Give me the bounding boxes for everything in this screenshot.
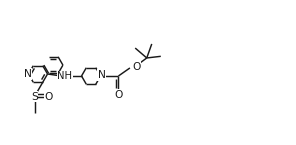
Text: O: O — [44, 91, 53, 102]
Text: N: N — [24, 69, 31, 79]
Text: O: O — [132, 62, 140, 72]
Text: O: O — [114, 90, 123, 100]
Text: NH: NH — [57, 71, 72, 81]
Text: S: S — [31, 91, 38, 102]
Text: N: N — [98, 70, 105, 80]
